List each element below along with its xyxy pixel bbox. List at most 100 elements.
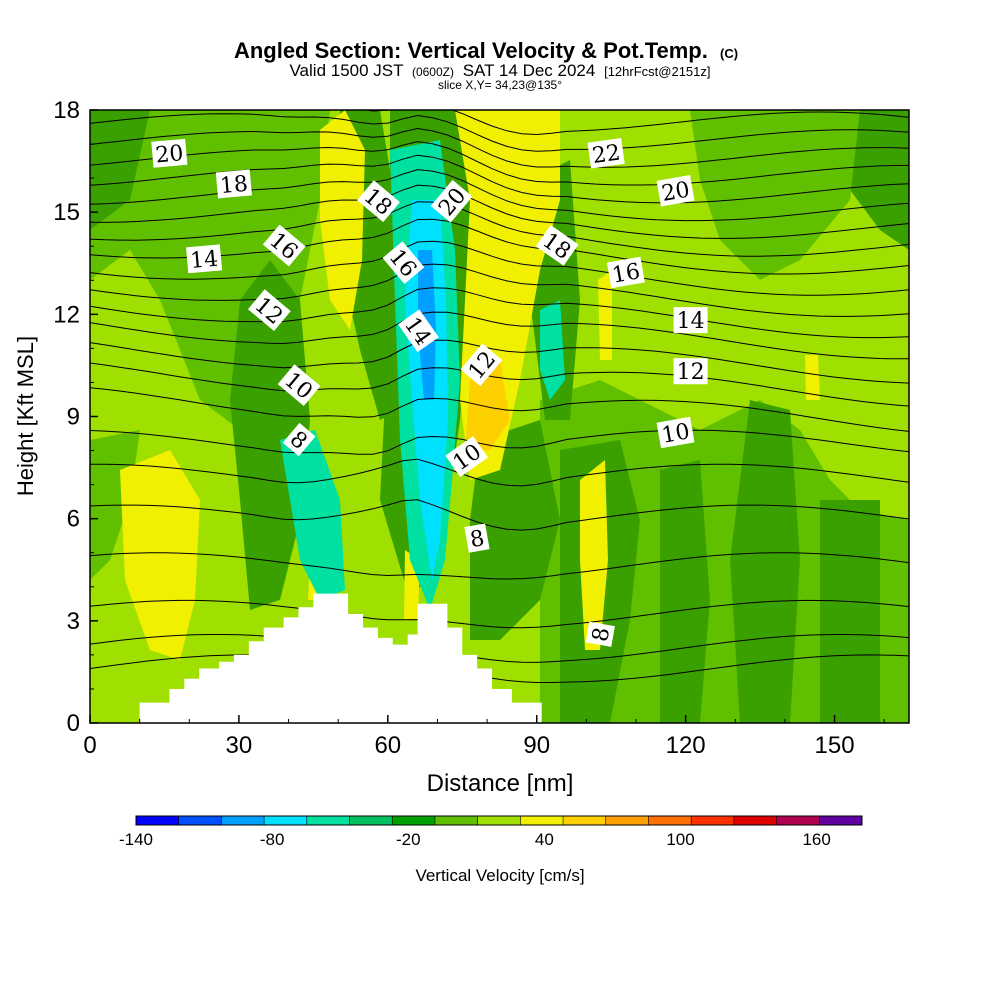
subtitle-utc: (0600Z) bbox=[412, 65, 454, 79]
vv-region-green bbox=[230, 260, 310, 610]
isentrope-line bbox=[90, 654, 909, 683]
x-tick-label: 0 bbox=[83, 732, 96, 759]
vv-region-green bbox=[690, 110, 860, 280]
subtitle-date: SAT 14 Dec 2024 bbox=[463, 61, 596, 80]
colorbar-segment bbox=[434, 816, 479, 825]
contour-label-text: 8 bbox=[588, 625, 615, 643]
colorbar-tick-label: 40 bbox=[535, 830, 554, 849]
colorbar-segment bbox=[520, 816, 564, 825]
contour-label-text: 20 bbox=[660, 177, 692, 206]
colorbar-segment bbox=[733, 816, 778, 825]
y-tick-label: 6 bbox=[67, 506, 80, 533]
colorbar-segment bbox=[776, 816, 820, 825]
vv-region-yellow bbox=[598, 270, 612, 360]
subtitle-valid: Valid 1500 JST bbox=[289, 61, 403, 80]
svg-text:Valid 1500 JST (0600Z): Valid 1500 JST (0600Z) SAT 14 Dec 2024 [… bbox=[289, 61, 710, 80]
contour-label-box bbox=[445, 436, 489, 477]
colorbar-tick-label: -140 bbox=[119, 830, 153, 849]
contour-label: 8 bbox=[585, 621, 615, 647]
contour-label-text: 16 bbox=[610, 259, 642, 288]
contour-label-box bbox=[673, 307, 708, 334]
isentrope-line bbox=[90, 184, 909, 239]
isentrope-line bbox=[90, 552, 909, 580]
contour-label-box bbox=[262, 224, 306, 267]
isentrope-line bbox=[90, 127, 909, 168]
isentrope-line bbox=[90, 339, 909, 384]
x-tick-label: 150 bbox=[815, 732, 855, 759]
contour-label-box bbox=[398, 309, 439, 353]
vv-region-green bbox=[660, 460, 710, 723]
contour-label: 8 bbox=[464, 523, 490, 553]
isentrope-line bbox=[90, 634, 909, 663]
y-tick-label: 9 bbox=[67, 404, 80, 431]
y-axis-label: Height [Kft MSL] bbox=[13, 336, 38, 496]
contour-label-box bbox=[460, 343, 503, 387]
isentrope-line bbox=[90, 218, 909, 275]
isentrope-line bbox=[90, 113, 909, 152]
contour-label-text: 12 bbox=[677, 360, 705, 385]
contour-label: 20 bbox=[151, 138, 188, 168]
y-tick-label: 3 bbox=[67, 608, 80, 635]
contour-label-box bbox=[673, 358, 708, 385]
contour-label: 18 bbox=[215, 169, 252, 199]
colorbar-segment bbox=[477, 816, 521, 825]
slice-note: slice X,Y= 34,23@135° bbox=[438, 78, 562, 92]
colorbar-segment bbox=[349, 816, 393, 825]
isentrope-line bbox=[90, 362, 909, 407]
colorbar-segment bbox=[691, 816, 735, 825]
isentrope-line bbox=[90, 429, 909, 455]
vv-region-teal bbox=[280, 430, 345, 600]
terrain-mask bbox=[139, 593, 542, 723]
contour-label: 14 bbox=[186, 244, 223, 274]
x-tick-label: 120 bbox=[666, 732, 706, 759]
y-tick-label: 15 bbox=[53, 199, 80, 226]
colorbar-label: Vertical Velocity [cm/s] bbox=[415, 866, 584, 885]
potential-temperature-contours bbox=[90, 110, 909, 683]
contour-label: 16 bbox=[606, 256, 645, 289]
contour-label-box bbox=[656, 174, 695, 207]
isentrope-line bbox=[90, 240, 909, 296]
vv-region-green bbox=[820, 500, 880, 723]
contour-label-box bbox=[585, 621, 615, 647]
contour-label-box bbox=[535, 225, 579, 266]
contour-label: 10 bbox=[656, 416, 695, 449]
isentrope-line bbox=[90, 201, 909, 257]
contour-label-text: 20 bbox=[154, 141, 184, 168]
isentrope-line bbox=[90, 458, 909, 487]
contour-label-text: 10 bbox=[660, 419, 692, 448]
contour-label-text: 8 bbox=[468, 526, 486, 553]
colorbar-segment bbox=[221, 816, 265, 825]
isentrope-line bbox=[90, 387, 909, 432]
colorbar-segment bbox=[819, 816, 863, 825]
vv-region-yellow bbox=[805, 355, 820, 400]
contour-label-box bbox=[382, 241, 425, 284]
x-axis-label: Distance [nm] bbox=[427, 770, 574, 797]
y-tick-label: 18 bbox=[53, 97, 80, 124]
contour-label-box bbox=[587, 138, 625, 169]
isentrope-line bbox=[90, 263, 909, 317]
subtitle-fcst: [12hrFcst@2151z] bbox=[604, 64, 710, 79]
contour-label: 12 bbox=[673, 358, 708, 385]
isentrope-line bbox=[90, 287, 909, 339]
title-block: Angled Section: Vertical Velocity & Pot.… bbox=[234, 38, 738, 92]
contour-label: 14 bbox=[673, 307, 708, 334]
colorbar-segment bbox=[605, 816, 649, 825]
vv-region-green bbox=[730, 400, 800, 723]
contour-label-box bbox=[656, 416, 695, 449]
vv-region-yellow bbox=[580, 460, 608, 650]
contour-label-text: 14 bbox=[189, 247, 219, 274]
x-tick-label: 30 bbox=[226, 732, 253, 759]
colorbar-tick-label: -80 bbox=[260, 830, 285, 849]
colorbar-segment bbox=[264, 816, 308, 825]
contour-label-text: 22 bbox=[591, 140, 622, 169]
colorbar-tick-label: -20 bbox=[396, 830, 421, 849]
colorbar-tick-label: 160 bbox=[802, 830, 830, 849]
x-axis: 0 30 60 90 120 150 bbox=[83, 715, 885, 759]
isentrope-line bbox=[361, 110, 909, 136]
vv-region-green bbox=[90, 110, 150, 230]
vv-region-green bbox=[840, 110, 909, 250]
colorbar: -140 -80 -20 40 100 160 bbox=[119, 815, 863, 849]
